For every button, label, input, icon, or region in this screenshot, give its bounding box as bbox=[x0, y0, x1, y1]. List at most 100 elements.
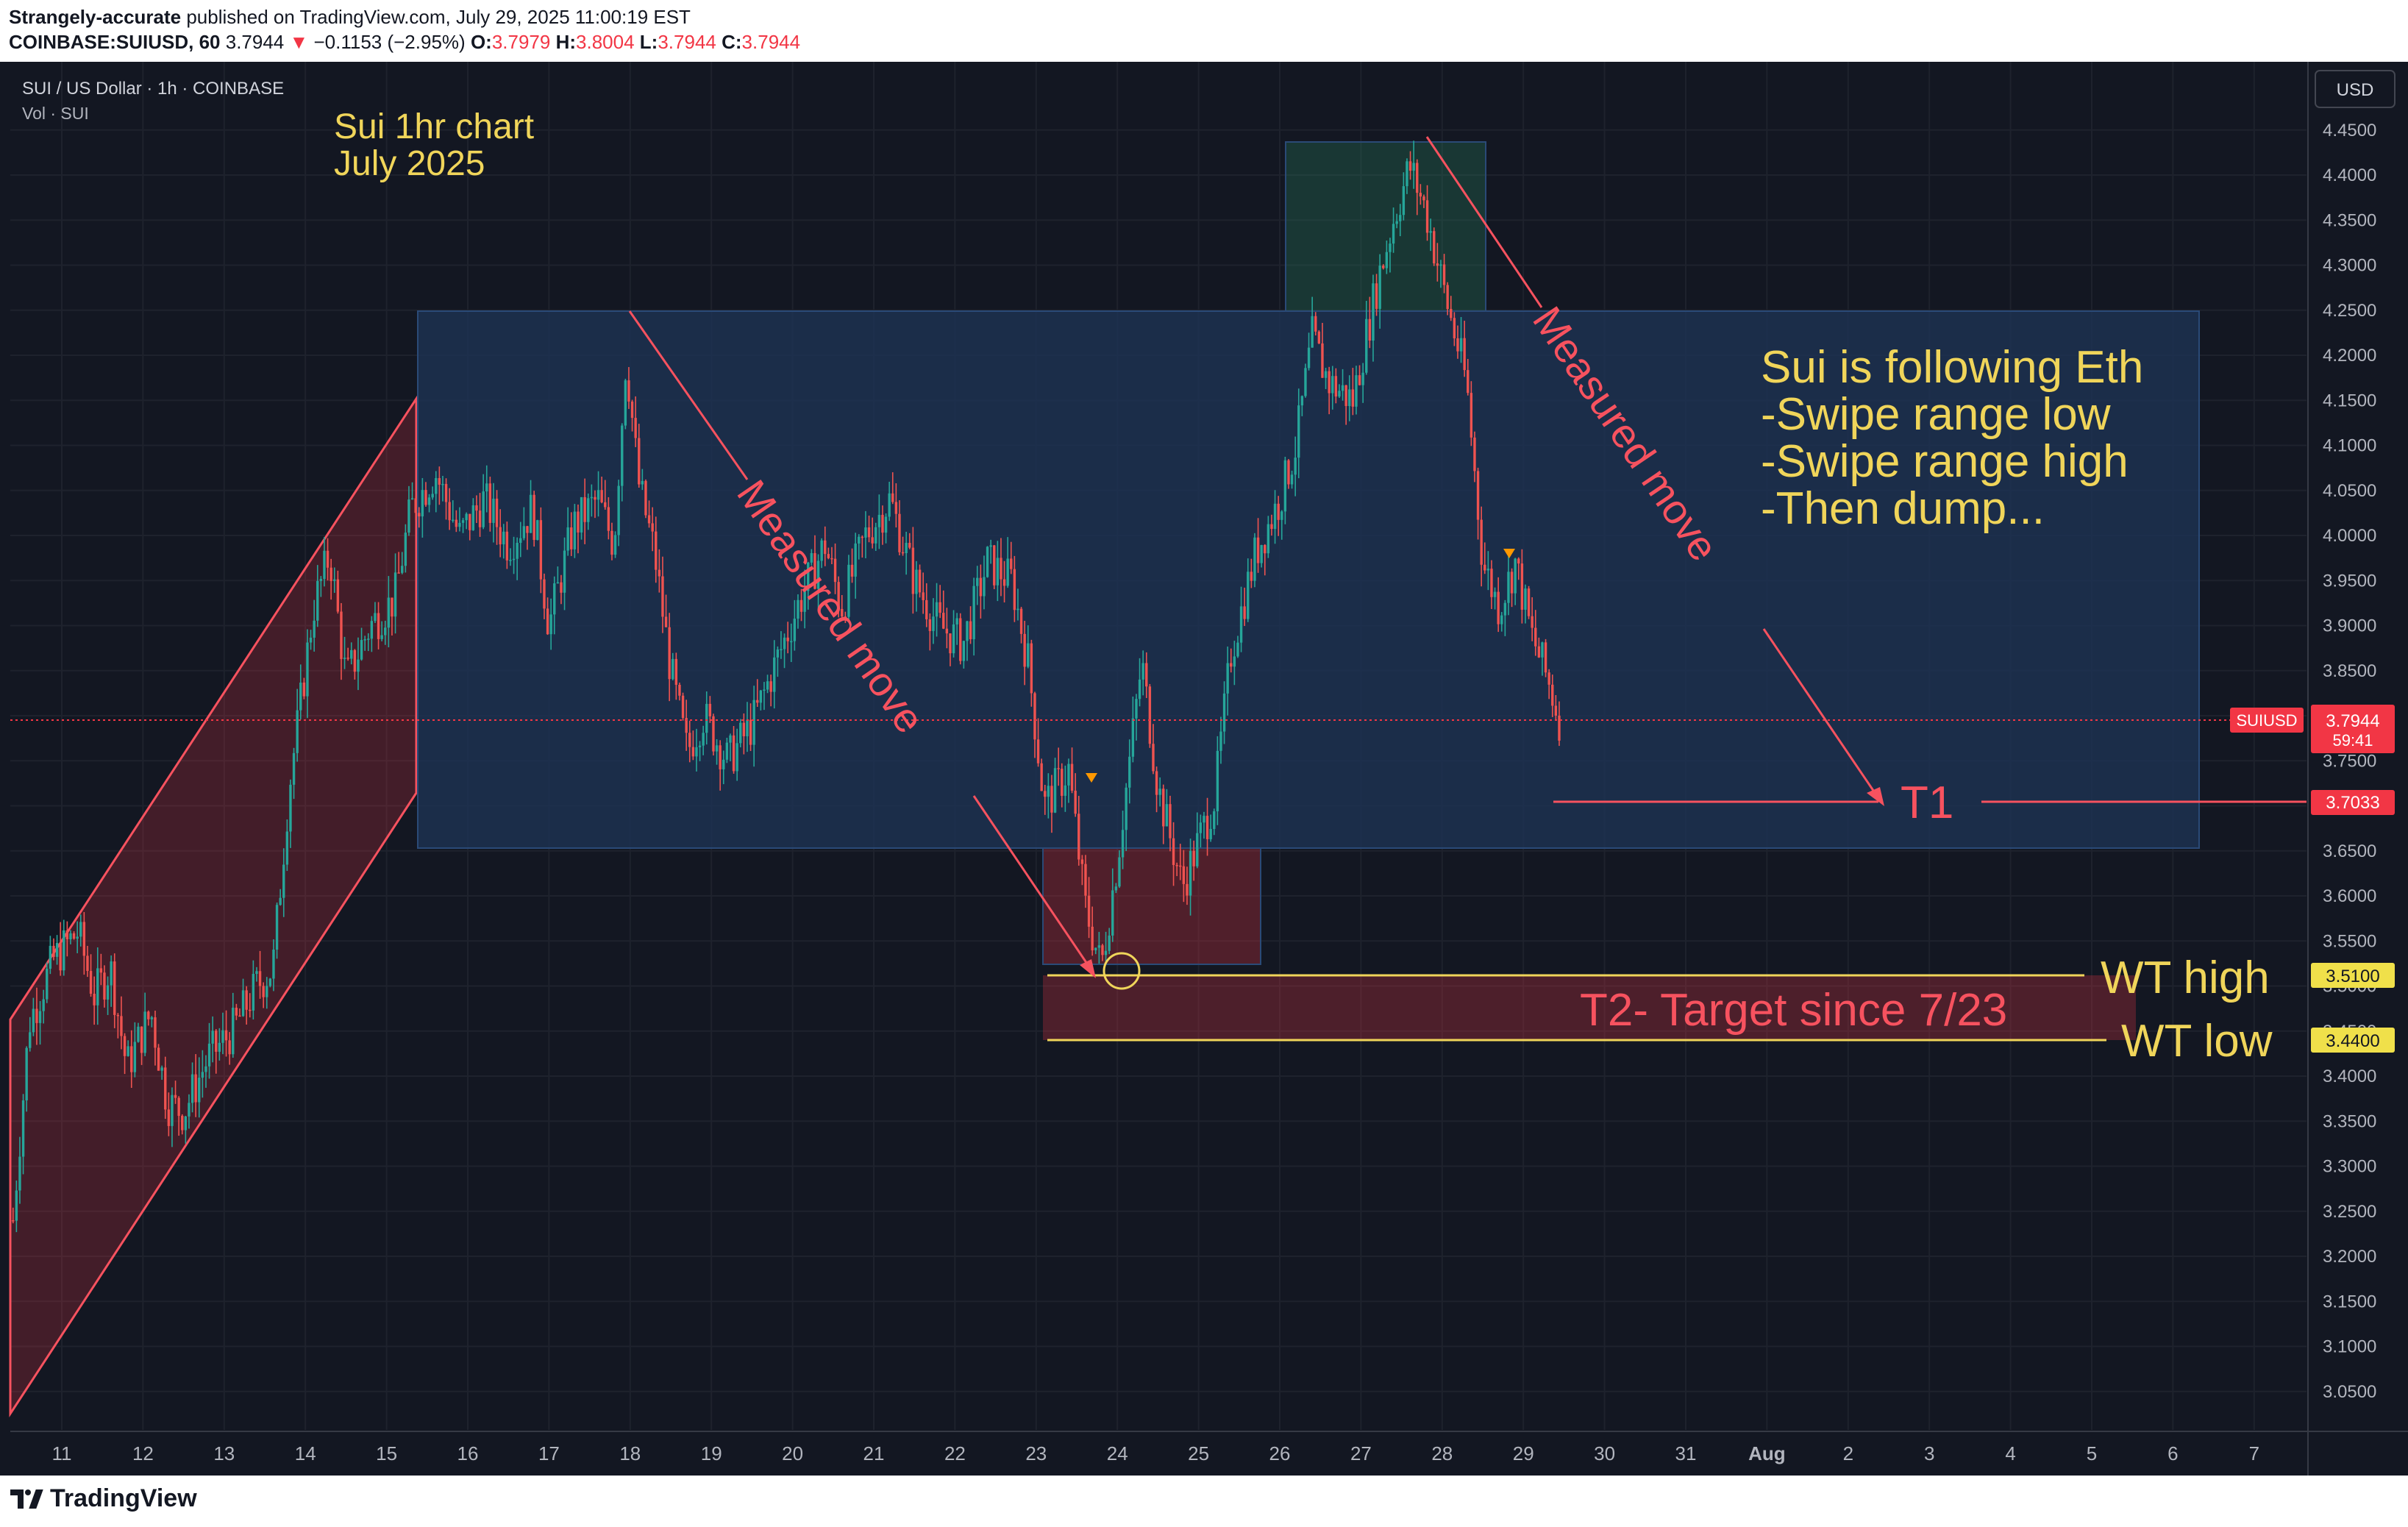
candle-body bbox=[1050, 786, 1053, 813]
candle-body bbox=[299, 682, 302, 711]
candle-body bbox=[867, 527, 871, 538]
candle-body bbox=[1074, 790, 1077, 814]
candles bbox=[12, 140, 1561, 1233]
arrowhead-2 bbox=[1867, 787, 1884, 806]
candle-body bbox=[986, 547, 989, 577]
candle-body bbox=[492, 498, 495, 523]
candle-body bbox=[32, 1008, 35, 1033]
candle-body bbox=[1213, 811, 1216, 829]
candle-body bbox=[590, 496, 594, 499]
candle-body bbox=[333, 579, 336, 581]
candle-body bbox=[780, 649, 783, 651]
candle-body bbox=[120, 1016, 123, 1036]
candle-body bbox=[1256, 537, 1260, 563]
legend-title[interactable]: SUI / US Dollar · 1h · COINBASE bbox=[22, 79, 284, 99]
last-price: 3.7944 bbox=[225, 31, 285, 53]
candle-body bbox=[742, 722, 746, 736]
currency-button-label[interactable]: USD bbox=[2337, 80, 2374, 100]
candle-body bbox=[1446, 285, 1449, 309]
candle-body bbox=[1027, 643, 1030, 667]
candle-body bbox=[1239, 606, 1243, 643]
candle-body bbox=[224, 1030, 228, 1041]
candle-body bbox=[1463, 338, 1466, 371]
candle-body bbox=[1389, 243, 1392, 252]
candle-body bbox=[577, 511, 580, 533]
candle-body bbox=[127, 1046, 129, 1056]
tradingview-logo[interactable]: TradingView bbox=[10, 1484, 197, 1513]
candle-body bbox=[1094, 947, 1097, 950]
candle-body bbox=[1179, 865, 1182, 867]
axes: USD 3.0500 3.1000 3.1500 3.2000 3.2500 3.3000… bbox=[10, 62, 2408, 1476]
candle-body bbox=[596, 490, 600, 500]
candle-body bbox=[932, 616, 935, 631]
candle-body bbox=[874, 527, 877, 544]
chart-label-line1: Sui 1hr chart bbox=[334, 107, 534, 146]
candle-body bbox=[1406, 161, 1408, 187]
price-change: −0.1153 (−2.95%) bbox=[313, 31, 466, 53]
candle-body bbox=[844, 616, 847, 618]
candle-body bbox=[438, 477, 441, 485]
candle-body bbox=[435, 477, 438, 494]
candle-body bbox=[1260, 544, 1263, 563]
candle-body bbox=[1544, 642, 1547, 673]
publication-line: Strangely-accurate published on TradingV… bbox=[9, 6, 691, 29]
candle-body bbox=[942, 613, 945, 629]
candle-body bbox=[431, 494, 434, 498]
candle-body bbox=[983, 577, 986, 597]
price-tick-label: 4.2500 bbox=[2323, 301, 2376, 321]
candle-body bbox=[1148, 686, 1152, 744]
currency-button[interactable] bbox=[2315, 70, 2395, 108]
candle-body bbox=[188, 1103, 190, 1117]
candle-body bbox=[1141, 663, 1144, 680]
time-tick-label: 19 bbox=[701, 1442, 722, 1464]
measured-move-arrow-1 bbox=[628, 310, 749, 480]
price-axis-ticks[interactable]: 3.0500 3.1000 3.1500 3.2000 3.2500 3.3000 3.35… bbox=[2323, 121, 2376, 1402]
candle-body bbox=[164, 1067, 167, 1110]
price-tick-label: 3.2500 bbox=[2323, 1202, 2376, 1222]
candle-body bbox=[1036, 739, 1040, 764]
candle-body bbox=[1382, 266, 1385, 268]
candle-body bbox=[478, 510, 482, 527]
symbol-label: COINBASE:SUIUSD, 60 bbox=[9, 31, 221, 53]
candle-body bbox=[1162, 789, 1165, 827]
candle-body bbox=[786, 637, 789, 641]
candle-body bbox=[566, 527, 569, 551]
legend-volume[interactable]: Vol · SUI bbox=[22, 104, 89, 123]
candle-body bbox=[858, 536, 861, 544]
candle-body bbox=[55, 942, 59, 957]
candle-body bbox=[1497, 591, 1500, 624]
author-name[interactable]: Strangely-accurate bbox=[9, 6, 182, 28]
candle-body bbox=[215, 1031, 218, 1052]
candle-body bbox=[1253, 537, 1256, 581]
candle-body bbox=[232, 1008, 235, 1055]
note-line-2: -Swipe range low bbox=[1761, 389, 2111, 440]
candle-body bbox=[452, 519, 455, 522]
price-chart[interactable]: Sui 1hr chart July 2025 Measured move Me… bbox=[0, 0, 2408, 1476]
candle-body bbox=[391, 597, 393, 617]
candle-body bbox=[854, 543, 857, 577]
candle-body bbox=[393, 572, 397, 617]
tradingview-logo-icon bbox=[10, 1489, 43, 1509]
candle-body bbox=[627, 380, 630, 402]
candle-body bbox=[1361, 372, 1364, 385]
close-value: 3.7944 bbox=[741, 31, 801, 53]
candle-body bbox=[969, 621, 972, 640]
candle-body bbox=[241, 990, 245, 1017]
candle-body bbox=[1537, 646, 1541, 658]
candle-body bbox=[387, 597, 391, 628]
candle-body bbox=[746, 719, 749, 736]
candle-body bbox=[35, 1008, 38, 1023]
high-value: 3.8004 bbox=[576, 31, 635, 53]
note-line-1: Sui is following Eth bbox=[1761, 342, 2143, 393]
time-tick-label: 14 bbox=[295, 1442, 316, 1464]
candle-body bbox=[82, 922, 86, 956]
candle-body bbox=[1169, 804, 1172, 839]
candle-body bbox=[1517, 558, 1520, 564]
candle-body bbox=[272, 949, 275, 979]
candle-body bbox=[705, 703, 708, 733]
candle-body bbox=[424, 490, 427, 505]
time-axis-ticks[interactable]: 11 12 13 14 15 16 17 18 19 20 21 22 23 24 25 26 27 28 29 30… bbox=[52, 1442, 2260, 1464]
candle-body bbox=[759, 690, 763, 703]
candle-body bbox=[1216, 750, 1219, 811]
price-tick-label: 3.6500 bbox=[2323, 841, 2376, 861]
